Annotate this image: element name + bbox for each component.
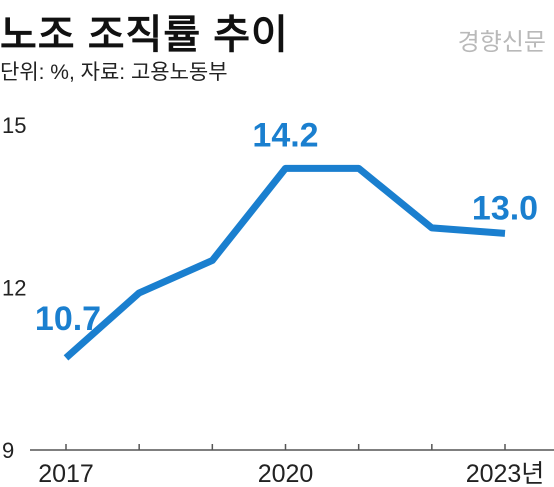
x-tick-label-2023: 2023년 [466, 460, 545, 487]
chart-labels: 10.7 14.2 13.0 [35, 116, 538, 338]
publisher-mark: 경향신문 [457, 28, 546, 56]
y-tick-label-12: 12 [2, 276, 26, 301]
data-label-2017: 10.7 [35, 300, 101, 338]
x-tick-label-2017: 2017 [38, 460, 94, 487]
series-line-0 [63, 164, 506, 361]
unit-source-note: 단위: %, 자료: 고용노동부 [0, 61, 228, 84]
chart-axes: 9 12 15 2017 2020 2023년 [2, 113, 554, 487]
data-label-2023: 13.0 [472, 189, 538, 227]
y-tick-label-9: 9 [2, 438, 14, 463]
chart-marks [63, 164, 506, 361]
data-label-2020: 14.2 [252, 116, 318, 154]
x-tick-label-2020: 2020 [258, 460, 314, 487]
y-tick-label-15: 15 [2, 113, 26, 138]
chart-title: 노조 조직률 추이 [0, 13, 289, 57]
